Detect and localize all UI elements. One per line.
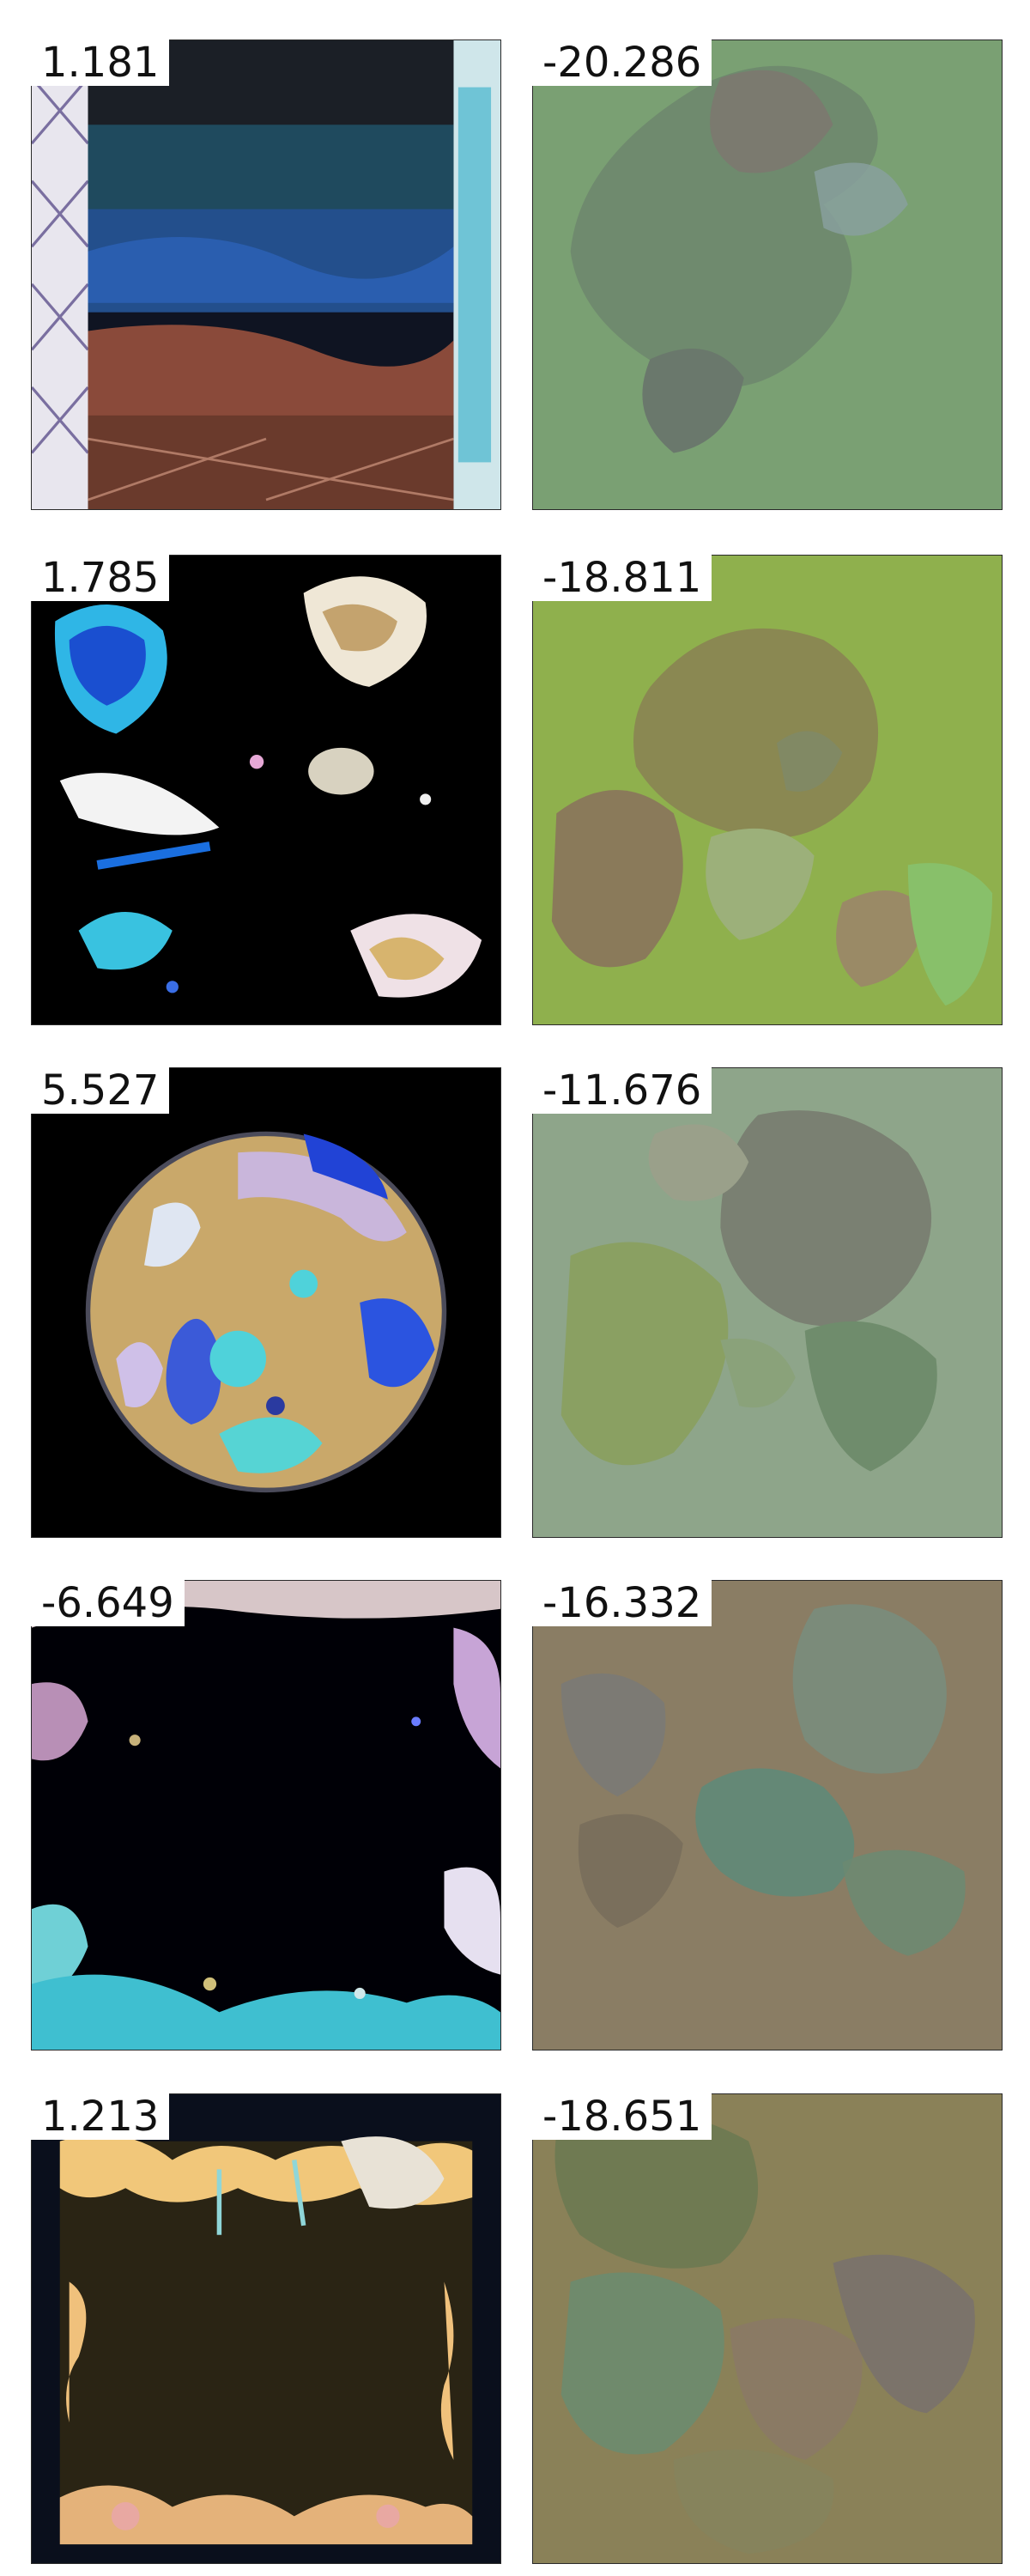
artwork-panel-row2-left — [31, 555, 501, 1025]
abstract-image-row4-right — [533, 1581, 1002, 2050]
score-value: -6.649 — [41, 1579, 174, 1627]
score-label-row3-right: -11.676 — [532, 1067, 712, 1114]
score-label-row1-right: -20.286 — [532, 39, 712, 86]
score-value: -20.286 — [542, 39, 702, 87]
abstract-image-row5-right — [533, 2094, 1002, 2563]
artwork-image-row2-left — [32, 556, 500, 1024]
score-value: -18.811 — [542, 554, 702, 602]
score-label-row4-right: -16.332 — [532, 1580, 712, 1626]
score-label-row5-right: -18.651 — [532, 2093, 712, 2140]
score-label-row1-left: 1.181 — [31, 39, 170, 87]
score-label-row3-left: 5.527 — [31, 1066, 170, 1115]
abstract-image-row3-right — [533, 1068, 1002, 1537]
artwork-image-row1-left — [32, 40, 500, 509]
abstract-panel-row1-right — [532, 39, 1003, 510]
abstract-panel-row4-right — [532, 1580, 1003, 2050]
score-value: -16.332 — [542, 1579, 702, 1627]
score-value: 1.213 — [41, 2093, 160, 2141]
score-label-row5-left: 1.213 — [31, 2093, 170, 2141]
artwork-panel-row5-left — [31, 2093, 501, 2564]
score-value: 5.527 — [41, 1066, 160, 1115]
abstract-panel-row5-right — [532, 2093, 1003, 2564]
artwork-panel-row3-left — [31, 1067, 501, 1538]
score-label-row4-left: -6.649 — [31, 1580, 185, 1626]
abstract-panel-row2-right — [532, 555, 1003, 1025]
abstract-image-row1-right — [533, 40, 1002, 509]
artwork-panel-row1-left — [31, 39, 501, 510]
score-value: 1.785 — [41, 554, 160, 602]
artwork-panel-row4-left — [31, 1580, 501, 2050]
score-value: -18.651 — [542, 2093, 702, 2141]
score-label-row2-left: 1.785 — [31, 554, 170, 602]
abstract-panel-row3-right — [532, 1067, 1003, 1538]
score-value: -11.676 — [542, 1066, 702, 1115]
artwork-image-row3-left — [32, 1068, 500, 1537]
score-value: 1.181 — [41, 39, 160, 87]
artwork-image-row5-left — [32, 2094, 500, 2563]
artwork-image-row4-left — [32, 1581, 500, 2050]
abstract-image-row2-right — [533, 556, 1002, 1024]
score-label-row2-right: -18.811 — [532, 555, 712, 601]
